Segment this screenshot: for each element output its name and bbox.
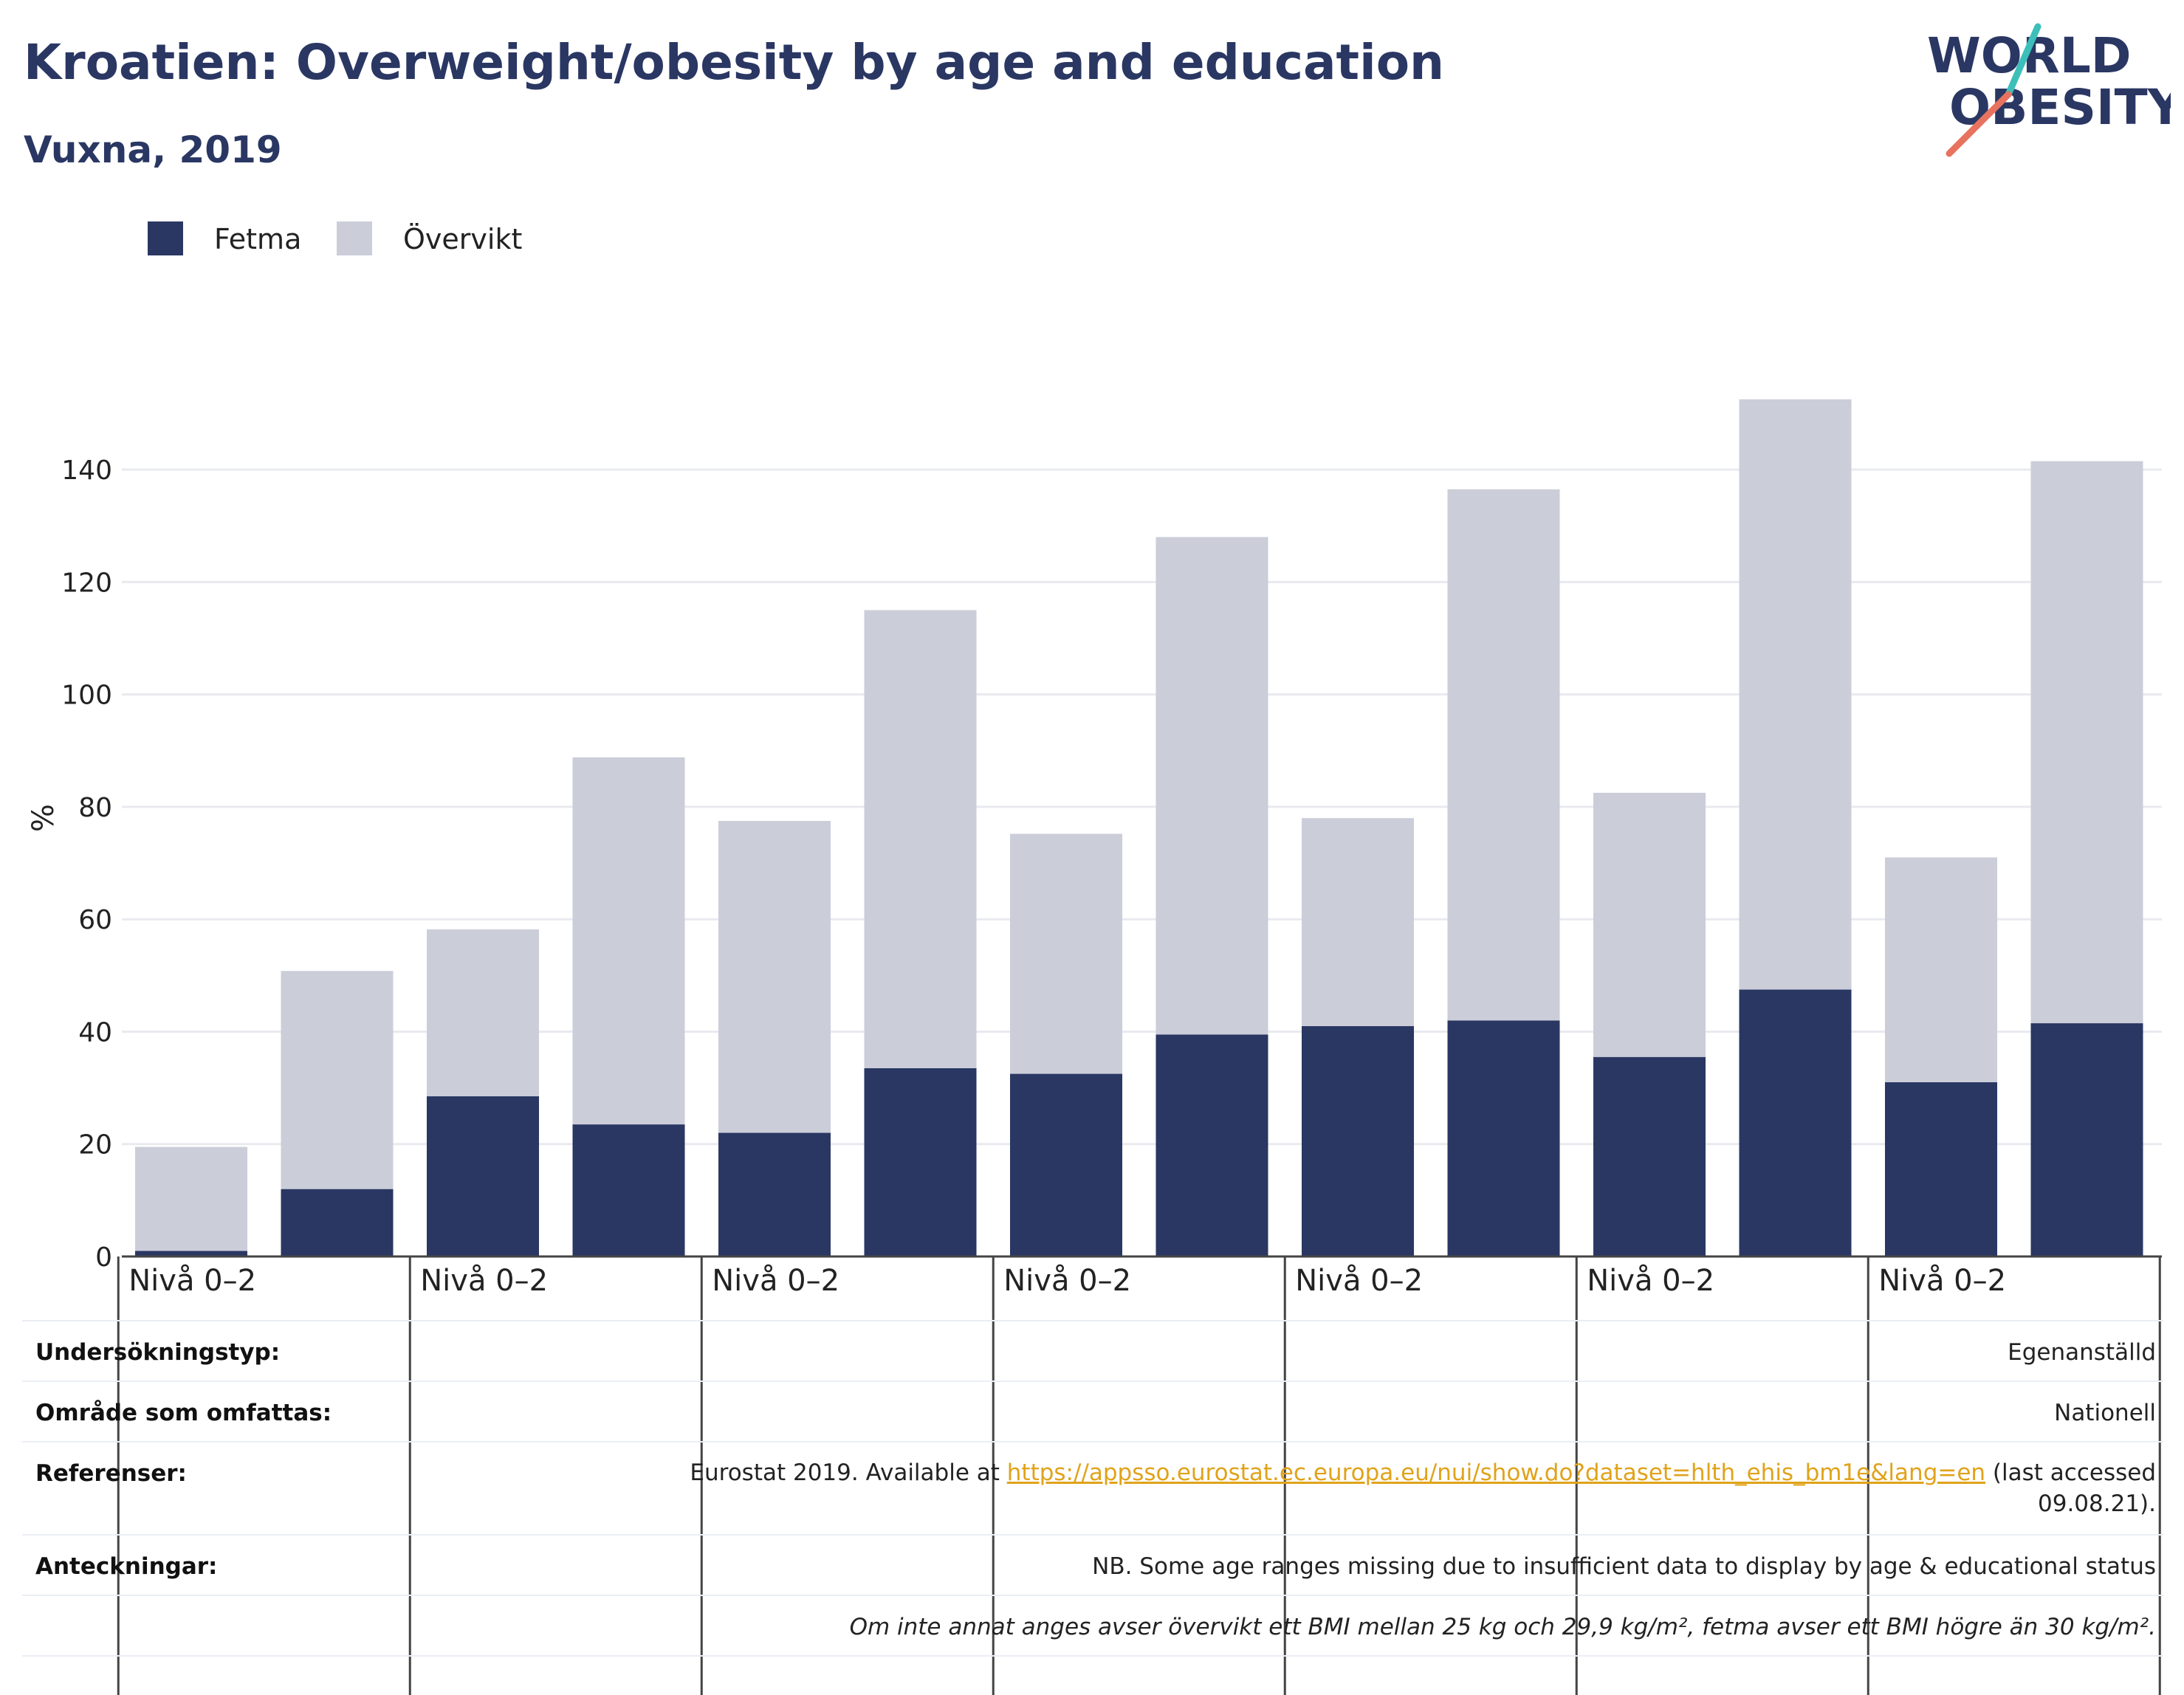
table-divider [22, 1320, 2163, 1321]
x-group-label: Nivå 0–2 [1587, 1264, 1714, 1298]
x-group-label: Nivå 0–2 [1878, 1264, 2006, 1298]
chart-subtitle: Vuxna, 2019 [24, 128, 282, 171]
references-date: 09.08.21). [2038, 1491, 2156, 1517]
logo-teal-slash [2005, 23, 2042, 98]
legend-label-overvikt: Övervikt [403, 223, 523, 255]
y-tick-label: 100 [61, 681, 112, 711]
bar-fetma[interactable] [1010, 1073, 1122, 1256]
area-value: Nationell [2054, 1400, 2156, 1426]
bar-overvikt[interactable] [1010, 833, 1122, 1074]
axes: 0 20 40 60 80 100 120 140% Nivå 0–2 Nivå 0–2 Nivå … [27, 455, 2162, 1695]
y-tick-label: 60 [78, 905, 112, 935]
x-group-label: Nivå 0–2 [712, 1264, 839, 1298]
bar-overvikt[interactable] [1593, 792, 1706, 1057]
footnote-text: Om inte annat anges avser övervikt ett B… [849, 1614, 2156, 1640]
y-tick-label: 80 [78, 793, 112, 823]
bar-fetma[interactable] [1593, 1056, 1706, 1256]
x-group-label: Nivå 0–2 [420, 1264, 548, 1298]
bar-overvikt[interactable] [1447, 489, 1560, 1021]
bar-overvikt[interactable] [864, 610, 977, 1068]
bars [135, 399, 2143, 1256]
bar-fetma[interactable] [281, 1189, 394, 1256]
bar-fetma[interactable] [864, 1067, 977, 1256]
x-group-label: Nivå 0–2 [1003, 1264, 1131, 1298]
legend-swatch-fetma [148, 221, 183, 255]
notes-value: NB. Some age ranges missing due to insuf… [1092, 1553, 2156, 1580]
bar-fetma[interactable] [572, 1124, 685, 1256]
bar-overvikt[interactable] [1302, 818, 1414, 1026]
bar-fetma[interactable] [1885, 1082, 1997, 1256]
references-value: Eurostat 2019. Available at https://apps… [690, 1457, 2156, 1519]
area-label: Område som omfattas: [35, 1400, 332, 1426]
logo-text-world: WORLD [1927, 27, 2132, 84]
table-divider [22, 1595, 2163, 1596]
notes-label: Anteckningar: [35, 1553, 218, 1580]
bar-overvikt[interactable] [281, 971, 394, 1189]
bar-overvikt[interactable] [572, 757, 685, 1125]
references-prefix: Eurostat 2019. Available at [690, 1460, 1000, 1486]
bar-overvikt[interactable] [2030, 461, 2143, 1024]
chart-title: Kroatien: Overweight/obesity by age and … [24, 34, 1445, 91]
table-divider [22, 1534, 2163, 1536]
bar-fetma[interactable] [2030, 1023, 2143, 1256]
logo-coral-slash [1946, 91, 2012, 157]
survey-type-label: Undersökningstyp: [35, 1339, 281, 1366]
y-tick-label: 0 [95, 1242, 112, 1273]
y-tick-label: 20 [78, 1130, 112, 1161]
bar-fetma[interactable] [718, 1132, 831, 1256]
legend-swatch-overvikt [337, 221, 372, 255]
bar-overvikt[interactable] [1739, 399, 1852, 990]
bar-overvikt[interactable] [1885, 857, 1997, 1082]
bar-fetma[interactable] [1155, 1034, 1268, 1256]
references-label: Referenser: [35, 1460, 187, 1487]
table-divider [22, 1381, 2163, 1382]
survey-type-value: Egenanställd [2008, 1339, 2156, 1366]
table-divider [22, 1441, 2163, 1443]
bar-fetma[interactable] [1447, 1020, 1560, 1256]
bar-overvikt[interactable] [718, 820, 831, 1133]
bar-fetma[interactable] [1302, 1025, 1414, 1256]
bar-overvikt[interactable] [427, 929, 539, 1097]
bar-fetma[interactable] [427, 1096, 539, 1256]
bar-overvikt[interactable] [1155, 537, 1268, 1035]
table-divider [22, 1655, 2163, 1657]
world-obesity-logo: WORLD OBESITY [1927, 23, 2171, 157]
references-suffix: (last accessed [1992, 1460, 2156, 1486]
bar-fetma[interactable] [1739, 989, 1852, 1256]
y-tick-label: 140 [61, 455, 112, 486]
y-axis-label: % [27, 804, 61, 832]
legend-label-fetma: Fetma [214, 223, 302, 255]
bar-fetma[interactable] [135, 1251, 247, 1256]
x-group-label: Nivå 0–2 [1295, 1264, 1423, 1298]
y-tick-label: 40 [78, 1017, 112, 1048]
bar-overvikt[interactable] [135, 1146, 247, 1251]
x-group-label: Nivå 0–2 [128, 1264, 256, 1298]
logo-text-obesity: OBESITY [1949, 79, 2171, 136]
references-link[interactable]: https://appsso.eurostat.ec.europa.eu/nui… [1006, 1460, 1986, 1486]
y-tick-label: 120 [61, 568, 112, 598]
